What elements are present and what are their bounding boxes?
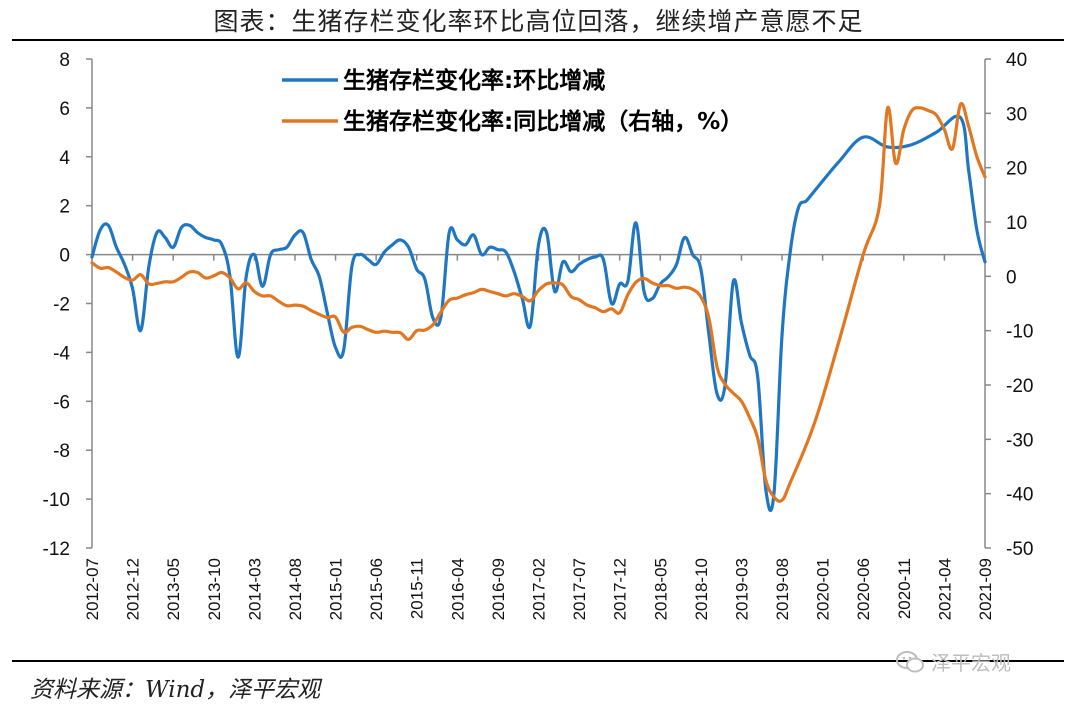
y-tick-label-right: -10	[1006, 322, 1033, 343]
x-tick-label: 2013-05	[164, 558, 183, 620]
x-tick-label: 2020-01	[814, 558, 833, 620]
y-tick-label-left: 4	[59, 148, 70, 169]
y-tick-label-right: 20	[1006, 159, 1027, 180]
y-tick-label-left: -8	[53, 441, 70, 462]
y-tick-label-left: -6	[53, 392, 70, 413]
series-line-yoy	[90, 101, 987, 503]
line-chart: 86420-2-4-6-8-10-12403020100-10-20-30-40…	[43, 50, 1034, 620]
y-tick-label-right: -40	[1006, 485, 1033, 506]
x-tick-label: 2013-10	[205, 558, 224, 620]
x-tick-label: 2017-07	[570, 558, 589, 620]
x-tick-label: 2021-04	[935, 558, 954, 620]
y-tick-label-right: 0	[1006, 267, 1017, 288]
x-tick-label: 2015-06	[367, 558, 386, 620]
y-tick-label-left: -12	[43, 539, 70, 560]
x-tick-label: 2018-10	[692, 558, 711, 620]
x-tick-label: 2014-08	[286, 558, 305, 620]
x-tick-label: 2017-12	[611, 558, 630, 620]
y-tick-label-right: 30	[1006, 104, 1027, 125]
wechat-icon	[896, 650, 924, 672]
x-tick-label: 2021-09	[976, 558, 995, 620]
source-note: 资料来源：Wind，泽平宏观	[30, 677, 321, 703]
y-tick-label-left: -10	[43, 490, 70, 511]
x-tick-label: 2020-06	[854, 558, 873, 620]
x-tick-label: 2016-09	[489, 558, 508, 620]
x-tick-label: 2012-07	[83, 558, 102, 620]
y-tick-label-right: -50	[1006, 539, 1033, 560]
y-tick-label-right: -20	[1006, 376, 1033, 397]
y-tick-label-left: 0	[59, 246, 70, 267]
x-tick-label: 2015-11	[408, 558, 427, 619]
y-tick-label-left: 8	[59, 50, 70, 71]
x-tick-label: 2019-03	[732, 558, 751, 620]
y-tick-label-left: 2	[59, 197, 70, 218]
y-tick-label-left: -4	[53, 343, 70, 364]
x-tick-label: 2020-11	[895, 558, 914, 619]
x-tick-label: 2012-12	[124, 558, 143, 620]
x-tick-label: 2017-02	[530, 558, 549, 620]
legend-label-yoy: 生猪存栏变化率:同比增减（右轴，%）	[343, 108, 743, 135]
series-line-mom	[90, 114, 987, 512]
x-tick-label: 2019-08	[773, 558, 792, 620]
legend-label-mom: 生猪存栏变化率:环比增减	[343, 67, 605, 94]
y-tick-label-right: -30	[1006, 430, 1033, 451]
x-tick-label: 2016-04	[448, 558, 467, 620]
x-tick-label: 2018-05	[651, 558, 670, 620]
bottom-rule	[12, 660, 1064, 662]
top-rule	[12, 39, 1064, 41]
y-tick-label-right: 40	[1006, 50, 1027, 71]
watermark-text: 泽平宏观	[931, 651, 1011, 675]
chart-title: 图表：生猪存栏变化率环比高位回落，继续增产意愿不足	[213, 7, 864, 36]
watermark: 泽平宏观	[895, 647, 1011, 676]
y-tick-label-left: 6	[59, 99, 70, 120]
y-tick-label-right: 10	[1006, 213, 1027, 234]
x-tick-label: 2014-03	[245, 558, 264, 620]
x-tick-label: 2015-01	[327, 558, 346, 620]
y-tick-label-left: -2	[53, 295, 70, 316]
